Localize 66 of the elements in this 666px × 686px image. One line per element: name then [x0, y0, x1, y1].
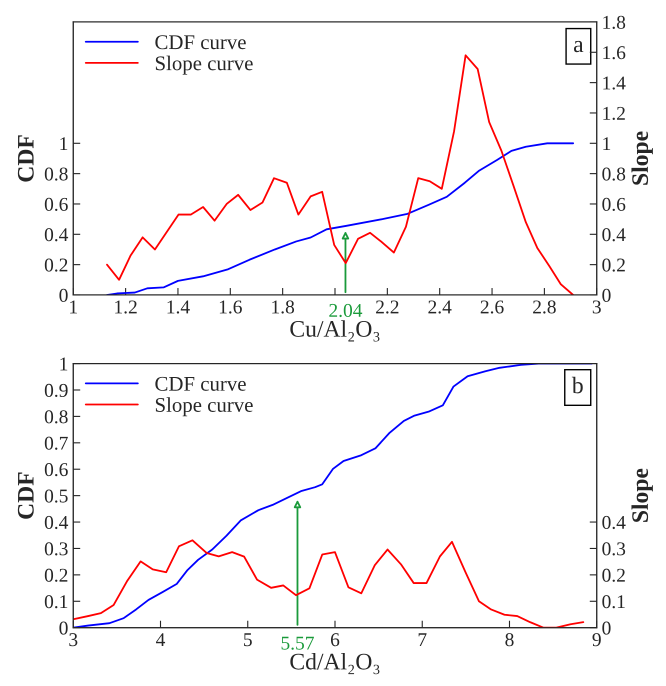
x-tick-label: 1.2 [115, 300, 137, 314]
y2-tick-label: 0 [602, 288, 611, 302]
y-tick-label: 0.3 [44, 542, 68, 556]
y-tick-label: 1 [60, 357, 68, 370]
y2-tick-label: 0.2 [602, 568, 625, 582]
x-tick-label: 2.4 [428, 300, 452, 314]
y-tick-label: 0.7 [44, 436, 68, 450]
y2-tick-label: 0.4 [602, 516, 626, 530]
y2-tick-label: 0.2 [602, 258, 625, 272]
y-tick-label: 0.4 [44, 228, 68, 242]
x-tick-label: 6 [330, 633, 340, 646]
y2-tick-label: 0.6 [602, 198, 626, 211]
y2-tick-label: 0 [602, 622, 611, 635]
annotation: 2.04 [329, 304, 362, 318]
y2-tick-label: 0.1 [602, 595, 625, 608]
x-tick-label: 3 [592, 300, 601, 314]
x-tick-label: 8 [505, 633, 514, 646]
y2-tick-label: 0.3 [602, 542, 626, 556]
x-tick-label: 2.6 [480, 300, 504, 314]
y2-tick-label: 0.8 [602, 167, 626, 181]
y-tick-label: 0.2 [44, 568, 68, 582]
y-tick-label: 0.9 [44, 384, 68, 398]
x-tick-label: 9 [592, 633, 601, 646]
y-tick-label: 0.5 [44, 489, 68, 503]
y-tick-label: 1 [60, 137, 68, 150]
y2-tick-label: 0.4 [602, 228, 626, 242]
legend-label: CDF curve [155, 376, 246, 391]
y-axis-title: CDF [18, 472, 34, 519]
x-tick-label: 1.6 [220, 300, 242, 314]
y2-tick-label: 1.4 [603, 76, 626, 90]
x-tick-label: 1.8 [272, 300, 294, 314]
y2-tick-label: 1.8 [603, 16, 626, 29]
y2-axis-title: Slope [631, 132, 653, 185]
annotation: a [574, 40, 584, 52]
x-tick-label: 5 [244, 633, 252, 646]
line-series [73, 539, 584, 628]
x-tick-label: 3 [69, 633, 78, 646]
x-tick-label: 2.8 [533, 300, 556, 314]
y-tick-label: 0.6 [44, 463, 68, 476]
y2-tick-label: 1.6 [603, 46, 626, 60]
y-tick-label: 0.6 [44, 198, 68, 211]
y2-axis-title: Slope [631, 468, 653, 522]
x-tick-label: 1 [70, 300, 77, 314]
x-tick-label: 2.2 [376, 300, 398, 314]
y2-tick-label: 1 [603, 137, 610, 150]
y-tick-label: 0 [59, 288, 68, 302]
annotation: 5.57 [282, 636, 314, 650]
y-tick-label: 0.8 [44, 410, 68, 424]
line-series [106, 142, 574, 295]
legend-label: CDF curve [155, 35, 246, 50]
x-tick-label: 7 [418, 633, 427, 646]
legend-label: Slope curve [156, 56, 253, 75]
y-tick-label: 0.8 [44, 167, 68, 181]
x-tick-label: 4 [156, 633, 166, 646]
y-tick-label: 0.1 [44, 595, 68, 608]
y-axis-title: CDF [18, 135, 34, 182]
line-series [106, 54, 574, 295]
legend-label: Slope curve [156, 397, 253, 416]
x-axis-title: Cu/Al₂O₃ [290, 320, 380, 342]
x-axis-title: Cd/Al₂O₃ [290, 652, 380, 674]
y-tick-label: 0.4 [44, 516, 68, 530]
annotation: b [572, 376, 583, 394]
y-tick-label: 0 [59, 622, 68, 635]
x-tick-label: 1.4 [168, 300, 190, 314]
y2-tick-label: 1.2 [603, 106, 625, 120]
y-tick-label: 0.2 [44, 258, 68, 272]
